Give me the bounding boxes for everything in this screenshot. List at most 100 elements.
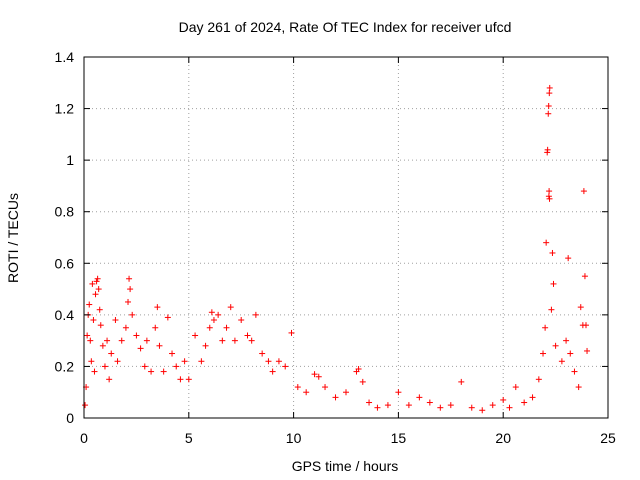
- data-point: [545, 193, 552, 200]
- data-point: [288, 329, 295, 336]
- data-point: [238, 317, 245, 324]
- data-point: [552, 342, 559, 349]
- data-point: [104, 337, 111, 344]
- x-tick-label: 15: [391, 430, 407, 446]
- data-point: [540, 350, 547, 357]
- data-point: [122, 324, 129, 331]
- data-point: [546, 84, 553, 91]
- data-points: [82, 84, 591, 414]
- data-point: [544, 146, 551, 153]
- data-point: [343, 389, 349, 396]
- data-point: [546, 195, 553, 202]
- y-tick-label: 0.6: [55, 255, 75, 271]
- data-point: [210, 317, 217, 324]
- x-axis-label: GPS time / hours: [292, 458, 399, 474]
- data-point: [545, 110, 552, 117]
- data-point: [177, 376, 184, 383]
- data-point: [500, 396, 507, 403]
- y-tick-label: 0.8: [55, 204, 75, 220]
- data-point: [282, 363, 289, 370]
- data-point: [458, 378, 465, 385]
- data-point: [248, 337, 255, 344]
- data-point: [86, 301, 93, 308]
- data-point: [546, 188, 553, 195]
- data-point: [202, 342, 209, 349]
- data-point: [164, 314, 171, 321]
- data-point: [112, 317, 119, 324]
- plot-frame: [83, 56, 609, 419]
- data-point: [332, 394, 339, 401]
- grid: [84, 57, 608, 418]
- data-point: [94, 275, 101, 282]
- data-point: [322, 384, 329, 391]
- data-point: [198, 358, 205, 365]
- data-point: [580, 188, 587, 195]
- data-point: [88, 358, 95, 365]
- data-point: [87, 337, 94, 344]
- data-point: [143, 337, 150, 344]
- data-point: [543, 239, 550, 246]
- data-point: [384, 402, 391, 409]
- data-point: [426, 399, 433, 406]
- x-tick-label: 5: [185, 430, 193, 446]
- data-point: [521, 399, 528, 406]
- data-point: [252, 311, 259, 318]
- data-point: [82, 402, 89, 409]
- data-point: [548, 306, 555, 313]
- data-point: [90, 317, 97, 324]
- data-point: [535, 376, 542, 383]
- data-point: [512, 384, 519, 391]
- data-point: [275, 358, 282, 365]
- data-point: [227, 304, 234, 311]
- data-point: [97, 322, 104, 329]
- data-point: [542, 324, 549, 331]
- data-point: [106, 376, 113, 383]
- data-point: [575, 384, 582, 391]
- data-point: [374, 404, 381, 411]
- data-point: [550, 280, 557, 287]
- data-point: [581, 273, 588, 280]
- data-point: [96, 306, 103, 313]
- data-point: [223, 324, 230, 331]
- data-point: [269, 368, 276, 375]
- y-tick-label: 1: [66, 152, 74, 168]
- data-point: [558, 358, 565, 365]
- data-point: [114, 358, 121, 365]
- data-point: [565, 255, 572, 262]
- data-point: [154, 304, 161, 311]
- y-tick-label: 0.4: [55, 307, 75, 323]
- y-axis-label: ROTI / TECUs: [5, 193, 21, 283]
- data-point: [529, 394, 536, 401]
- x-tick-label: 25: [600, 430, 616, 446]
- data-point: [208, 309, 215, 316]
- data-point: [173, 363, 180, 370]
- data-point: [156, 342, 163, 349]
- data-point: [92, 291, 99, 298]
- data-point: [127, 286, 134, 293]
- data-point: [231, 337, 238, 344]
- data-point: [169, 350, 176, 357]
- x-tick-label: 20: [495, 430, 511, 446]
- data-point: [118, 337, 125, 344]
- data-point: [192, 332, 199, 339]
- data-point: [141, 363, 148, 370]
- y-tick-label: 1.2: [55, 101, 75, 117]
- data-point: [355, 366, 362, 373]
- data-point: [125, 298, 132, 305]
- data-point: [447, 402, 454, 409]
- data-point: [244, 332, 251, 339]
- data-point: [185, 376, 192, 383]
- y-tick-label: 0.2: [55, 358, 75, 374]
- data-point: [91, 368, 98, 375]
- data-point: [129, 311, 136, 318]
- data-point: [582, 322, 589, 329]
- data-point: [489, 402, 496, 409]
- data-point: [152, 324, 159, 331]
- data-point: [84, 332, 91, 339]
- data-point: [437, 404, 444, 411]
- data-point: [181, 358, 188, 365]
- data-point: [95, 286, 102, 293]
- axes: 0 0.2 0.4 0.6 0.8 1 1.2 1.4 0 5 10 15 20 25: [55, 49, 616, 446]
